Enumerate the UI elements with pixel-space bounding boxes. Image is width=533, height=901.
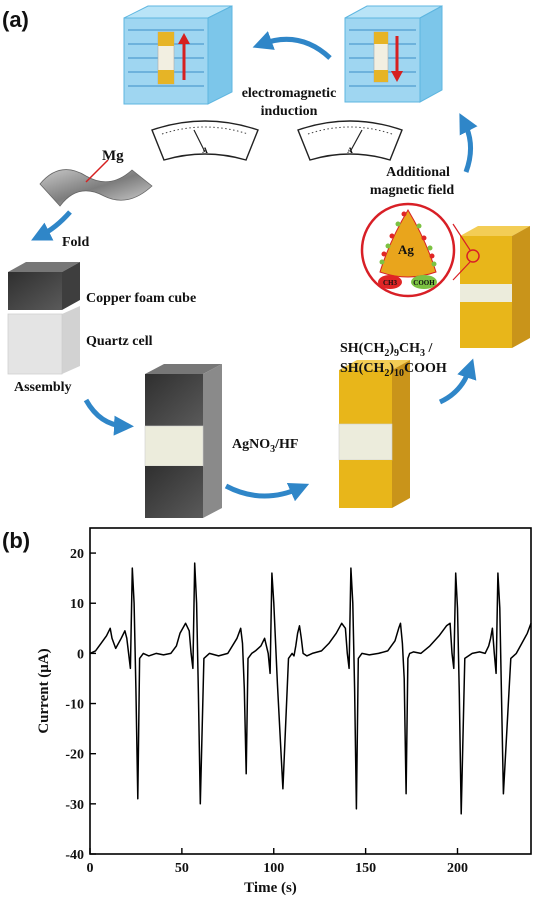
- panel-a-label: (a): [2, 7, 29, 32]
- quartz-cell: [7, 306, 80, 375]
- ag-label: Ag: [398, 242, 414, 257]
- agno3-arrow-icon: [224, 482, 310, 502]
- thiol1-a: SH(CH: [340, 341, 384, 356]
- current-up-arrow-icon: [178, 33, 190, 44]
- thiol1-c: CH: [399, 341, 420, 356]
- copper-foam-cube-label: Copper foam cube: [86, 291, 196, 306]
- ammeter-left-icon: A: [151, 120, 259, 161]
- y-tick-label: -40: [65, 848, 84, 863]
- field-box-right: [344, 5, 443, 103]
- induction-label: induction: [261, 104, 318, 119]
- assembly-label: Assembly: [14, 380, 72, 395]
- fold-arrow-icon: [31, 210, 72, 241]
- y-tick-label: -10: [65, 698, 84, 713]
- x-axis-label: Time (s): [244, 880, 297, 896]
- x-tick-label: 50: [175, 861, 189, 876]
- current-down-arrow-icon: [391, 71, 403, 82]
- mg-sheet: [39, 159, 153, 207]
- thiol-label-1: SH(CH2)9CH3 /: [340, 341, 434, 359]
- assembly-arrow-icon: [83, 398, 134, 436]
- thiol2-c: COOH: [404, 361, 447, 376]
- thiol2-a: SH(CH: [340, 361, 384, 376]
- y-tick-label: 0: [77, 647, 84, 662]
- ammeter-right-unit: A: [347, 146, 353, 155]
- thiol1-sub2: 2: [384, 348, 389, 359]
- agno3-prefix: AgNO: [232, 437, 270, 452]
- thiol2-b: ): [389, 361, 394, 376]
- thiol-label-2: SH(CH2)10COOH: [340, 361, 447, 379]
- fold-label: Fold: [62, 235, 89, 250]
- y-axis-label: Current (μA): [36, 648, 52, 733]
- thiol1-sub9: 9: [394, 348, 399, 359]
- electromagnetic-label: electromagnetic: [242, 86, 337, 101]
- ag-zoom-circle: Ag CH3 COOH: [360, 202, 456, 298]
- cooh-label: COOH: [413, 279, 435, 287]
- series-line-current: [89, 562, 532, 815]
- field-box-left: [123, 5, 233, 105]
- thiol1-sub3: 3: [420, 348, 425, 359]
- ammeter-left-unit: A: [202, 146, 208, 155]
- curved-arrow-icon: [252, 31, 332, 60]
- agno3-sub: 3: [270, 444, 275, 455]
- x-axis-ticks: 0 50 100 150 200: [87, 848, 468, 876]
- agno3-suffix: /HF: [274, 437, 298, 452]
- magnetic-field-label: magnetic field: [370, 183, 455, 198]
- y-tick-label: 20: [70, 547, 84, 562]
- panel-a: (a): [2, 5, 530, 518]
- x-tick-label: 150: [355, 861, 376, 876]
- zoom-line-bottom: [452, 261, 471, 281]
- quartz-cell-label: Quartz cell: [86, 334, 153, 349]
- thiol2-sub10: 10: [394, 368, 404, 379]
- ch3-label: CH3: [383, 279, 398, 287]
- y-tick-label: 10: [70, 597, 84, 612]
- thiol1-b: ): [389, 341, 394, 356]
- panel-b-label: (b): [2, 528, 30, 553]
- y-axis-ticks: 20 10 0 -10 -20 -30 -40: [65, 547, 96, 863]
- thiol-arrow-icon: [438, 358, 477, 405]
- x-tick-label: 0: [87, 861, 94, 876]
- y-tick-label: -30: [65, 798, 84, 813]
- x-tick-label: 100: [263, 861, 284, 876]
- y-tick-label: -20: [65, 748, 84, 763]
- functionalized-cube: [460, 226, 530, 348]
- zoom-line-top: [452, 223, 471, 251]
- assembled-cube: [144, 364, 222, 518]
- ammeter-right-icon: A: [297, 120, 403, 161]
- mg-label: Mg: [102, 148, 124, 164]
- thiol2-sub2: 2: [384, 368, 389, 379]
- x-tick-label: 200: [447, 861, 468, 876]
- silver-coated-cube: [338, 360, 410, 508]
- agno3-hf-label: AgNO3/HF: [232, 437, 298, 455]
- thiol1-d: /: [425, 341, 434, 356]
- copper-foam-cube: [8, 262, 80, 310]
- plot-frame: [89, 527, 532, 855]
- curved-arrow-up-icon: [459, 113, 478, 173]
- additional-label: Additional: [386, 165, 450, 180]
